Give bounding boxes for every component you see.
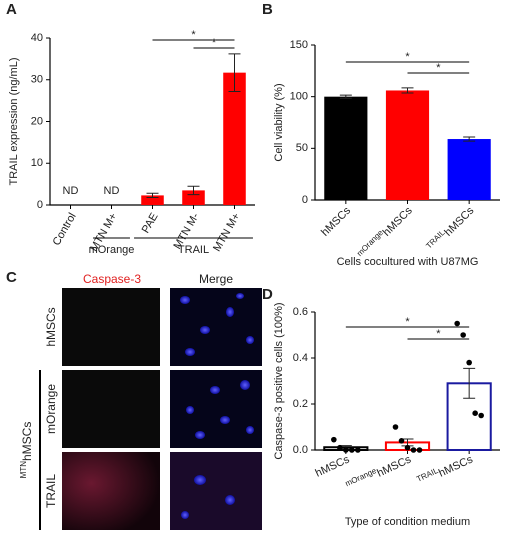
y-tick-label: 40: [31, 32, 43, 44]
error-bar: [463, 136, 476, 142]
axis: [314, 312, 500, 451]
panel-label: B: [262, 1, 273, 18]
y-tick-label: 150: [290, 39, 308, 51]
y-tick-label: 30: [31, 74, 43, 86]
point: [460, 332, 466, 338]
point: [410, 447, 417, 453]
image: [62, 452, 160, 530]
significance-label: *: [191, 29, 196, 41]
category: hMSCs: [437, 453, 475, 479]
significance-label: *: [405, 51, 410, 63]
error-bar: [463, 367, 476, 399]
point: [454, 320, 460, 327]
row-label: hMSCs: [44, 307, 58, 346]
y-tick-label: 50: [296, 142, 308, 154]
point: [349, 447, 355, 453]
group-label: MTNhMSCs: [19, 422, 35, 479]
error-bar: [228, 53, 241, 92]
bar: [385, 90, 430, 200]
category: hMSCs: [442, 204, 476, 238]
point: [355, 447, 361, 453]
y-tick-label: 10: [31, 157, 43, 169]
significance-label: *: [405, 316, 410, 328]
x-tick-label: hMSCs: [319, 204, 353, 238]
category: hMSCs: [381, 204, 415, 238]
significance-label: *: [436, 62, 441, 74]
point: [472, 410, 478, 417]
point: [337, 444, 343, 451]
image: [62, 370, 160, 448]
x-axis-label: Cells cocultured with U87MG: [337, 256, 479, 268]
y-tick-label: 0.4: [293, 352, 308, 364]
error-bar: [187, 185, 200, 196]
category: hMSCs: [314, 453, 352, 479]
value-label: ND: [63, 185, 79, 197]
x-tick-label: mOrangehMSCs: [344, 450, 414, 493]
panel-label: D: [262, 286, 273, 303]
y-axis-label: TRAIL expression (ng/mL): [8, 58, 20, 186]
category: Control: [50, 211, 78, 248]
x-tick-label: mOrangehMSCs: [355, 202, 415, 262]
y-tick-label: 0: [37, 199, 43, 211]
bar: [447, 139, 491, 200]
point: [398, 438, 405, 444]
y-tick-label: 0.2: [293, 398, 308, 410]
bar: [223, 72, 246, 205]
category: hMSCs: [319, 204, 353, 238]
x-tick-label: TRAILhMSCs: [424, 202, 477, 255]
error-bar: [401, 87, 414, 94]
bar: [182, 190, 205, 205]
point: [478, 412, 484, 419]
point: [466, 359, 472, 366]
column-header: Merge: [199, 272, 233, 286]
value-label: ND: [104, 185, 120, 197]
point: [343, 447, 349, 453]
y-tick-label: 0.0: [293, 444, 308, 456]
y-tick-label: 0: [302, 194, 308, 206]
row-label: mOrange: [44, 384, 58, 434]
group-text: hMSCs: [20, 422, 34, 461]
significance-label: *: [436, 328, 441, 340]
row-label: TRAIL: [44, 474, 58, 508]
x-tick-label: hMSCs: [314, 453, 352, 479]
bar: [141, 195, 164, 205]
panel-label: A: [6, 1, 17, 18]
x-tick-label: PAE: [140, 211, 161, 235]
group-label: TRAIL: [178, 244, 209, 256]
panel-c: C Caspase-3 Merge hMSCs mOrange TRAIL MT…: [6, 269, 262, 530]
panel-label: C: [6, 269, 17, 286]
category: PAE: [140, 211, 161, 235]
point: [392, 424, 399, 430]
group-label: mOrange: [89, 244, 135, 256]
category: MTN M+: [211, 211, 243, 254]
y-axis-label: Cell viability (%): [273, 83, 285, 161]
point: [416, 447, 423, 453]
superscript: mOrange: [355, 227, 385, 257]
x-tick-label: MTN M+: [211, 211, 243, 254]
category: hMSCs: [375, 453, 413, 479]
x-tick-label: TRAILhMSCs: [415, 450, 475, 489]
superscript: MTN: [19, 461, 28, 479]
superscript: mOrange: [344, 466, 379, 488]
error-bar: [146, 192, 159, 198]
bar: [324, 96, 368, 200]
x-axis-label: Type of condition medium: [345, 516, 470, 528]
y-tick-label: 100: [290, 91, 308, 103]
nuclei: [180, 293, 254, 519]
y-tick-label: 20: [31, 115, 43, 127]
point: [331, 436, 337, 443]
x-tick-label: Control: [50, 211, 78, 248]
column-header: Caspase-3: [83, 272, 141, 286]
y-axis-label: Caspase-3 positive cells (100%): [273, 302, 285, 459]
image: [62, 288, 160, 366]
significance-label: *: [212, 37, 217, 49]
error-bar: [339, 94, 352, 99]
point: [404, 444, 411, 451]
y-tick-label: 0.6: [293, 306, 308, 318]
